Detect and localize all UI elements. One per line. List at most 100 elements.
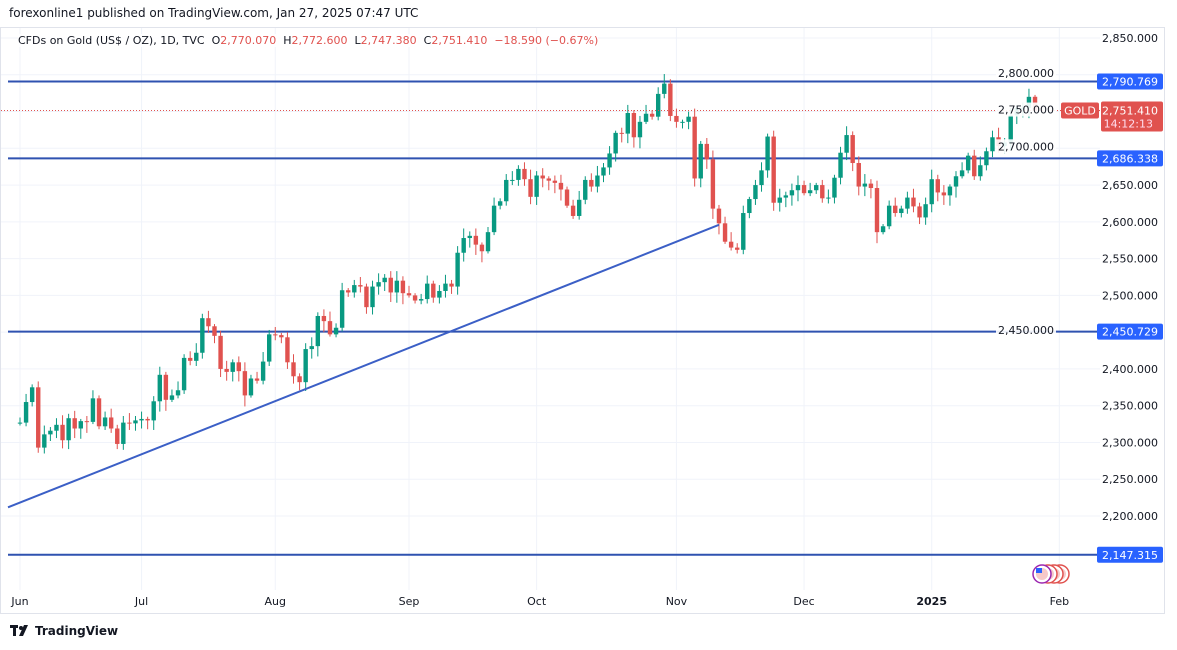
candle-body	[151, 401, 156, 421]
candle-body	[297, 376, 302, 383]
candle	[844, 126, 849, 161]
price-tick-label: 2,400.000	[1102, 363, 1158, 376]
time-tick-label: Jul	[134, 595, 148, 608]
candle-body	[260, 361, 266, 381]
candle-body	[868, 183, 874, 189]
candle	[838, 146, 843, 185]
candle	[984, 147, 989, 171]
candle	[206, 310, 211, 333]
candle-body	[662, 83, 667, 94]
candle	[54, 418, 59, 439]
candle	[589, 173, 594, 192]
candle-body	[418, 299, 424, 301]
change-value: −18.590 (−0.67%)	[494, 34, 599, 47]
candle-body	[54, 424, 59, 431]
candle	[352, 279, 357, 298]
candle	[698, 140, 703, 188]
candle-body	[36, 387, 41, 448]
candle	[716, 204, 722, 235]
candle	[90, 390, 96, 425]
candle-body	[686, 116, 691, 122]
candle-body	[576, 199, 582, 216]
candle	[364, 283, 369, 314]
candle	[783, 191, 789, 208]
price-axis: 2,850.000 2,800.000 2,750.000 2,700.000 2,65…	[996, 32, 1163, 563]
us-flag-economic-events-icon[interactable]	[1032, 564, 1070, 584]
candle-body	[115, 428, 120, 444]
candle-body	[303, 349, 308, 383]
candle	[777, 188, 782, 212]
candle	[260, 352, 266, 385]
candle	[187, 351, 193, 366]
candle	[121, 415, 126, 450]
bar-countdown-label: 14:12:13	[1104, 118, 1153, 131]
candle	[753, 179, 758, 205]
candle	[431, 280, 436, 303]
time-tick-label: 2025	[916, 595, 947, 608]
candle	[965, 152, 971, 174]
candle-body	[29, 387, 35, 403]
level-price-label: 2,686.338	[1102, 152, 1158, 165]
candle	[48, 427, 53, 441]
candle	[668, 79, 673, 122]
candle-body	[449, 283, 454, 287]
candle-body	[826, 197, 831, 199]
candle-body	[382, 277, 387, 283]
candle-body	[352, 285, 357, 293]
candle	[814, 182, 819, 194]
candle	[625, 104, 630, 144]
candle	[923, 197, 928, 225]
candle	[704, 138, 710, 169]
candle-body	[637, 121, 643, 138]
candle-body	[540, 175, 545, 179]
candle	[242, 362, 248, 407]
candle-body	[564, 189, 570, 206]
footer-brand[interactable]: TradingView	[10, 624, 118, 638]
candle	[133, 415, 138, 431]
candle	[200, 313, 205, 359]
candle-body	[643, 113, 649, 122]
brand-name: TradingView	[35, 624, 119, 638]
candle-body	[346, 290, 351, 293]
candle	[528, 169, 533, 205]
close-label: C	[423, 34, 432, 47]
candle-body	[504, 179, 509, 202]
candle	[285, 332, 290, 369]
candle	[947, 184, 953, 206]
candle-body	[291, 362, 296, 377]
candle	[23, 393, 29, 427]
candle	[443, 274, 448, 298]
candle	[795, 175, 801, 202]
candle-body	[212, 326, 217, 336]
candle-body	[893, 205, 898, 214]
candle	[905, 191, 910, 214]
candle	[418, 293, 424, 305]
low-label: L	[354, 34, 361, 47]
candle	[333, 323, 339, 338]
candle	[868, 179, 874, 199]
candle	[972, 149, 977, 180]
open-label: O	[211, 34, 221, 47]
candle-body	[941, 192, 947, 196]
price-tick-label: 2,450.000	[998, 324, 1054, 337]
candle	[127, 413, 132, 430]
candle	[576, 190, 582, 220]
high-label: H	[283, 34, 292, 47]
level-price-badge	[1097, 546, 1163, 563]
candle-body	[625, 113, 630, 134]
candle-body	[692, 116, 697, 179]
candle	[899, 205, 904, 218]
candle	[194, 343, 199, 366]
candle	[376, 273, 381, 295]
candle-body	[874, 188, 880, 233]
candle-body	[339, 290, 345, 328]
candle	[236, 356, 242, 382]
candle-body	[400, 280, 406, 294]
level-price-badge	[1097, 323, 1163, 340]
candle	[181, 354, 187, 394]
candle-body	[978, 165, 983, 177]
candle	[151, 396, 156, 430]
candle	[218, 330, 223, 378]
time-tick-label: Aug	[265, 595, 286, 608]
